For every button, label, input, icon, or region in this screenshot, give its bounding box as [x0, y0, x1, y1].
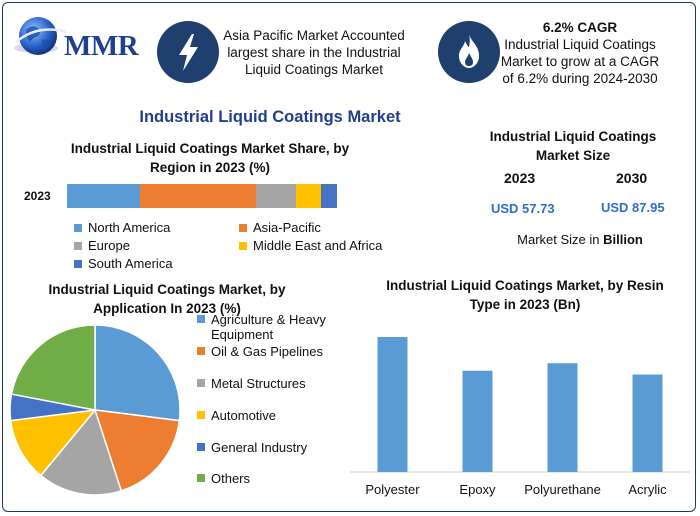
bar-acrylic	[632, 374, 663, 472]
lightning-icon	[157, 21, 219, 83]
legend-swatch	[239, 223, 247, 232]
market-size-value-2023: USD 57.73	[491, 201, 555, 216]
legend-label: Oil & Gas Pipelines	[211, 344, 323, 359]
legend-label: Europe	[88, 238, 130, 253]
legend-swatch	[74, 259, 82, 268]
market-size-value-2030: USD 87.95	[601, 200, 665, 215]
market-size-year-2030: 2030	[616, 170, 648, 186]
cagr-heading: 6.2% CAGR	[542, 20, 618, 35]
x-tick-label: Polyester	[365, 482, 420, 497]
pie-slice-agriculture-heavy-equipment	[94, 324, 181, 422]
x-tick-label: Epoxy	[459, 482, 496, 497]
market-size-note-prefix: Market Size in	[517, 232, 604, 247]
bar-polyester	[377, 337, 408, 472]
legend-swatch	[197, 379, 205, 387]
legend-label: Others	[211, 471, 251, 486]
legend-swatch	[197, 443, 205, 451]
resin-chart-title: Industrial Liquid Coatings Market, by Re…	[386, 278, 664, 312]
legend-asia-pacific: Asia-Pacific	[239, 220, 321, 235]
legend-label: Asia-Pacific	[253, 220, 321, 235]
x-tick-label: Polyurethane	[524, 482, 601, 497]
legend-swatch	[197, 347, 205, 355]
legend-label: Automotive	[211, 408, 277, 423]
region-segment-north-america	[67, 184, 140, 208]
legend-north-america: North America	[74, 220, 170, 235]
market-size-note-unit: Billion	[603, 232, 643, 247]
application-chart-title: Industrial Liquid Coatings Market, by Ap…	[48, 282, 286, 316]
bar-epoxy	[462, 370, 493, 472]
legend-swatch	[197, 411, 205, 419]
bar-polyurethane	[547, 363, 578, 472]
legend-label: Metal Structures	[211, 376, 306, 391]
pie-legend-agriculture: Agriculture & Heavy Equipment	[197, 312, 347, 342]
market-size-title: Industrial Liquid Coatings Market Size	[489, 129, 657, 163]
legend-swatch	[197, 315, 205, 323]
legend-label: Agriculture & Heavy Equipment	[211, 312, 326, 342]
pie-slice-automotive	[9, 409, 97, 477]
application-pie-chart	[9, 324, 181, 496]
region-segment-middle-east-and-africa	[296, 184, 321, 208]
globe-icon	[14, 17, 67, 55]
market-size-year-2023: 2023	[504, 170, 536, 186]
legend-swatch	[239, 241, 247, 250]
pie-legend-general-industry: General Industry	[197, 440, 307, 455]
cagr-text: Industrial Liquid Coatings Market to gro…	[500, 37, 660, 86]
logo-text: MMR	[64, 30, 139, 62]
mmr-logo: MMR	[12, 12, 142, 68]
legend-label: North America	[88, 220, 171, 235]
asia-pacific-info: Asia Pacific Market Accounted largest sh…	[223, 28, 405, 77]
region-segment-asia-pacific	[139, 184, 256, 208]
pie-legend-automotive: Automotive	[197, 408, 276, 423]
legend-south-america: South America	[74, 256, 173, 271]
legend-swatch	[74, 223, 82, 232]
legend-swatch	[197, 474, 205, 482]
pie-slice-others	[10, 324, 96, 411]
infographic-frame	[2, 2, 696, 512]
pie-legend-others: Others	[197, 471, 250, 486]
legend-middle-east-africa: Middle East and Africa	[239, 238, 382, 253]
pie-slice-oil-gas-pipelines	[93, 409, 181, 492]
legend-europe: Europe	[74, 238, 130, 253]
cagr-info: 6.2% CAGR Industrial Liquid Coatings Mar…	[498, 19, 662, 87]
region-segment-europe	[255, 184, 297, 208]
region-stacked-bar	[67, 184, 337, 208]
legend-label: Middle East and Africa	[253, 238, 383, 253]
region-bar-year: 2023	[24, 189, 51, 203]
market-size-note: Market Size in Billion	[490, 232, 670, 247]
page-title: Industrial Liquid Coatings Market	[139, 108, 401, 126]
resin-bar-chart: Polyester Epoxy Polyurethane Acrylic	[350, 337, 690, 497]
legend-label: South America	[88, 256, 173, 271]
flame-icon	[438, 21, 500, 83]
x-tick-label: Acrylic	[628, 482, 667, 497]
pie-legend-metal-structures: Metal Structures	[197, 376, 306, 391]
region-chart-title: Industrial Liquid Coatings Market Share,…	[70, 141, 350, 175]
pie-slice-metal-structures	[39, 408, 123, 496]
legend-label: General Industry	[211, 440, 308, 455]
region-segment-south-america	[320, 184, 337, 208]
legend-swatch	[74, 241, 82, 250]
pie-legend-oil-gas: Oil & Gas Pipelines	[197, 344, 323, 359]
